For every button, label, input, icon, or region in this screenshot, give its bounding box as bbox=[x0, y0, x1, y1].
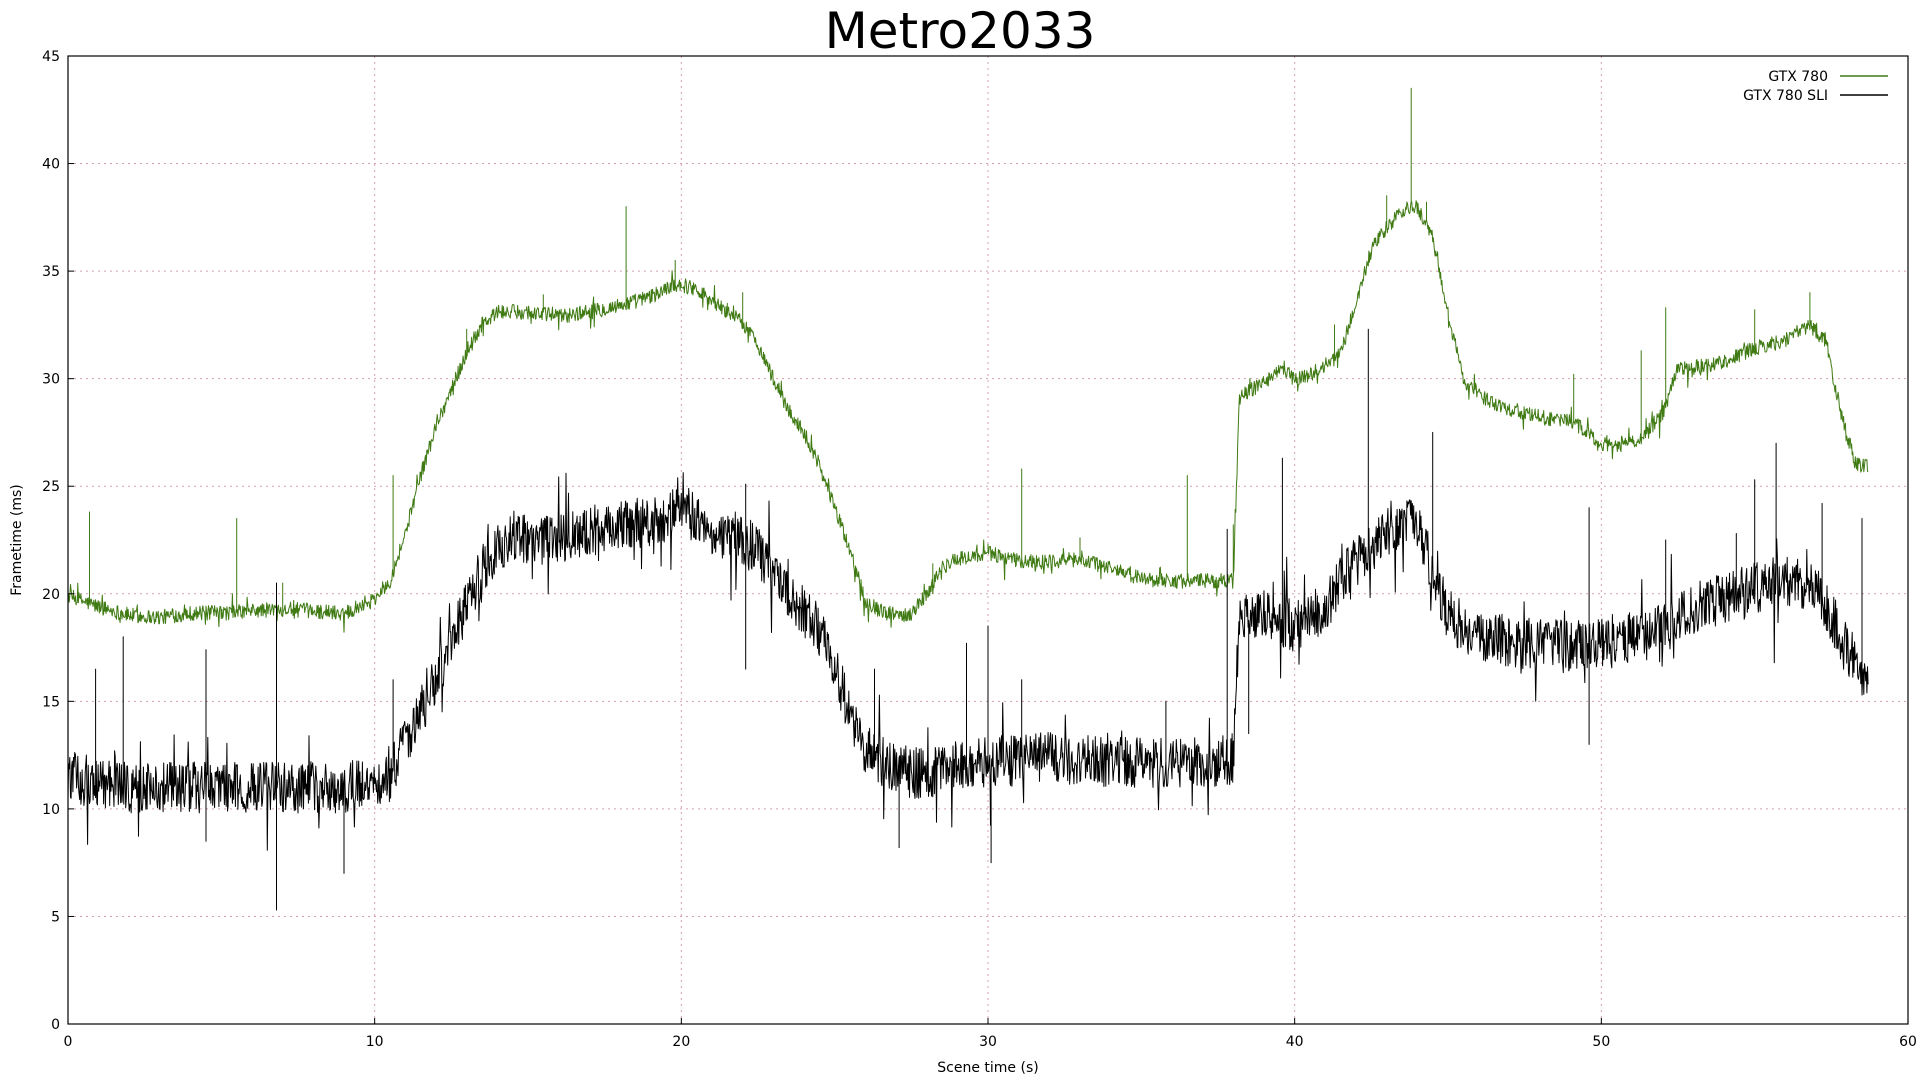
tick-labels: 0 10 20 30 40 50 60 0 5 10 15 20 25 30 35 40 45 bbox=[42, 49, 1917, 1050]
y-tick-label: 30 bbox=[42, 372, 60, 388]
y-tick-label: 40 bbox=[42, 157, 60, 173]
x-tick-label: 50 bbox=[1592, 1034, 1610, 1050]
x-tick-label: 40 bbox=[1286, 1034, 1304, 1050]
y-tick-label: 0 bbox=[51, 1017, 60, 1033]
series-layer bbox=[67, 87, 1869, 917]
y-tick-label: 5 bbox=[51, 909, 60, 925]
x-tick-label: 10 bbox=[366, 1034, 384, 1050]
y-tick-label: 25 bbox=[42, 479, 60, 495]
y-tick-label: 45 bbox=[42, 49, 60, 65]
y-tick-label: 35 bbox=[42, 264, 60, 280]
series-line-1 bbox=[67, 328, 1869, 917]
x-tick-label: 0 bbox=[64, 1034, 73, 1050]
legend-label: GTX 780 SLI bbox=[1743, 88, 1828, 104]
x-axis-label: Scene time (s) bbox=[937, 1060, 1038, 1076]
x-tick-label: 30 bbox=[979, 1034, 997, 1050]
y-tick-label: 10 bbox=[42, 802, 60, 818]
legend-label: GTX 780 bbox=[1768, 69, 1828, 85]
series-line-0 bbox=[67, 87, 1869, 633]
x-tick-label: 60 bbox=[1899, 1034, 1917, 1050]
x-tick-label: 20 bbox=[672, 1034, 690, 1050]
y-axis-label: Frametime (ms) bbox=[9, 484, 25, 596]
grid-lines bbox=[68, 56, 1908, 1024]
chart-title: Metro2033 bbox=[825, 2, 1096, 60]
y-tick-label: 20 bbox=[42, 587, 60, 603]
legend: GTX 780 GTX 780 SLI bbox=[1743, 69, 1888, 104]
y-tick-label: 15 bbox=[42, 694, 60, 710]
